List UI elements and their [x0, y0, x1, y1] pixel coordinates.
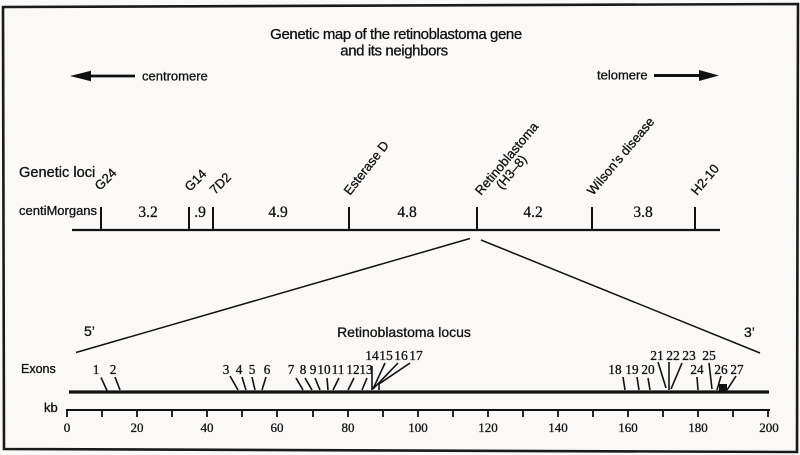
svg-text:0: 0 [64, 420, 71, 435]
svg-text:3.8: 3.8 [633, 204, 653, 221]
svg-text:5’: 5’ [84, 323, 95, 339]
svg-text:3.2: 3.2 [138, 204, 157, 221]
svg-text:centromere: centromere [142, 69, 208, 84]
svg-text:4.8: 4.8 [397, 204, 417, 221]
svg-text:4: 4 [236, 362, 243, 377]
svg-text:40: 40 [201, 420, 214, 435]
svg-text:4.9: 4.9 [268, 204, 288, 221]
svg-text:120: 120 [478, 420, 498, 435]
svg-text:25: 25 [702, 348, 716, 363]
svg-text:20: 20 [641, 362, 655, 377]
svg-text:10: 10 [317, 362, 331, 377]
svg-text:21: 21 [650, 348, 664, 363]
svg-text:100: 100 [408, 420, 428, 435]
svg-text:23: 23 [682, 348, 696, 363]
svg-text:centiMorgans: centiMorgans [19, 203, 98, 218]
svg-text:26: 26 [714, 362, 728, 377]
svg-text:6: 6 [264, 362, 271, 377]
svg-text:Exons: Exons [21, 362, 56, 376]
svg-text:200: 200 [759, 420, 779, 435]
svg-text:H2-10: H2-10 [688, 161, 722, 198]
svg-text:12: 12 [346, 362, 359, 377]
svg-text:19: 19 [625, 362, 639, 377]
svg-text:160: 160 [618, 420, 638, 435]
svg-text:G14: G14 [182, 166, 210, 194]
svg-text:11: 11 [332, 362, 345, 377]
svg-text:17: 17 [409, 348, 423, 363]
svg-text:1: 1 [93, 362, 100, 377]
svg-text:13: 13 [359, 362, 373, 377]
svg-text:15: 15 [379, 348, 393, 363]
svg-text:80: 80 [342, 420, 355, 435]
svg-text:5: 5 [249, 362, 256, 377]
svg-text:14: 14 [365, 348, 379, 363]
svg-text:Wilson’s disease: Wilson’s disease [584, 114, 658, 198]
svg-text:22: 22 [666, 348, 680, 363]
svg-text:Genetic loci: Genetic loci [19, 165, 95, 181]
svg-text:.9: .9 [194, 204, 206, 221]
svg-text:and its neighbors: and its neighbors [340, 43, 447, 60]
svg-text:8: 8 [300, 362, 307, 377]
svg-text:24: 24 [690, 362, 704, 377]
svg-text:7D2: 7D2 [207, 170, 234, 197]
svg-text:2: 2 [110, 362, 117, 377]
svg-text:7: 7 [288, 362, 295, 377]
svg-text:kb: kb [44, 400, 58, 415]
svg-text:3: 3 [223, 362, 230, 377]
svg-text:180: 180 [688, 420, 708, 435]
svg-text:27: 27 [730, 362, 744, 377]
svg-text:4.2: 4.2 [523, 204, 542, 221]
svg-text:60: 60 [271, 420, 284, 435]
svg-text:G24: G24 [92, 165, 120, 193]
svg-text:telomere: telomere [597, 68, 648, 83]
svg-text:Esterase D: Esterase D [341, 138, 392, 198]
svg-text:Retinoblastoma locus: Retinoblastoma locus [337, 324, 471, 340]
svg-text:16: 16 [394, 348, 408, 363]
svg-text:Genetic map of the retinoblast: Genetic map of the retinoblastoma gene [270, 26, 522, 43]
svg-text:20: 20 [131, 420, 144, 435]
svg-text:18: 18 [608, 362, 622, 377]
svg-text:140: 140 [548, 420, 568, 435]
svg-text:3’: 3’ [744, 324, 755, 340]
svg-text:9: 9 [310, 362, 317, 377]
